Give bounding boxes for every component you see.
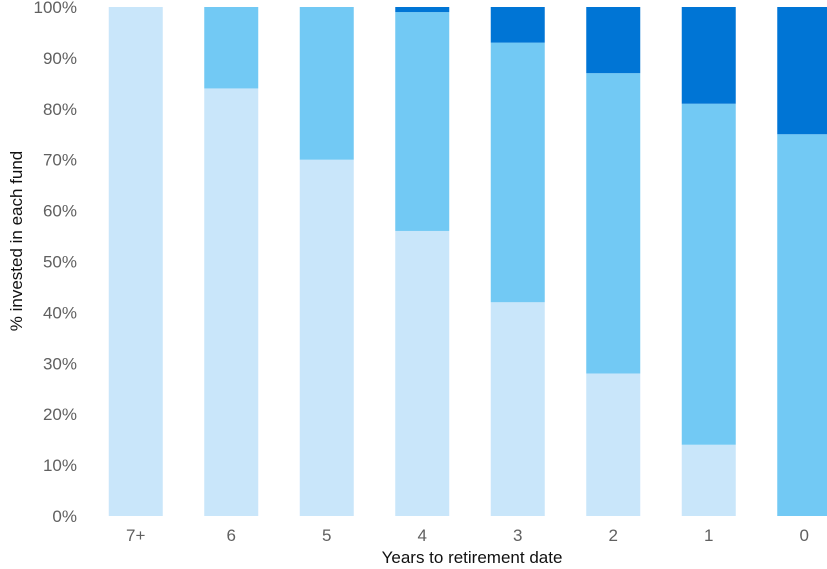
- bar-stack: [395, 7, 450, 516]
- bar-segment-2: [490, 42, 545, 303]
- bar-segment-2: [681, 103, 736, 445]
- bar-stack: [681, 7, 736, 516]
- bar-segment-2: [586, 73, 641, 374]
- y-tick-label: 20%: [43, 405, 77, 424]
- bar-segment-3: [681, 7, 736, 104]
- bar-segment-3: [777, 7, 827, 135]
- bar-segment-1: [681, 444, 736, 516]
- y-tick-label: 60%: [43, 202, 77, 221]
- y-tick-label: 80%: [43, 100, 77, 119]
- x-axis-title: Years to retirement date: [382, 548, 563, 567]
- x-tick-label: 0: [800, 526, 809, 545]
- y-tick-label: 10%: [43, 456, 77, 475]
- x-tick-label: 4: [418, 526, 427, 545]
- y-axis-title: % invested in each fund: [7, 151, 26, 332]
- y-tick-label: 70%: [43, 151, 77, 170]
- x-tick-label: 3: [513, 526, 522, 545]
- y-tick-label: 30%: [43, 354, 77, 373]
- bar-stack: [108, 7, 163, 516]
- bar-segment-3: [395, 7, 450, 13]
- bar-segment-2: [204, 7, 259, 89]
- x-tick-label: 2: [609, 526, 618, 545]
- bar-stack: [586, 7, 641, 516]
- y-axis-ticks: 0% 10% 20% 30% 40% 50% 60% 70% 80% 90% 100%: [34, 0, 77, 526]
- x-tick-label: 7+: [126, 526, 145, 545]
- x-axis-ticks: 7+ 6 5 4 3 2 1 0: [126, 526, 809, 545]
- bar-segment-1: [490, 302, 545, 516]
- bar-segment-2: [299, 7, 354, 160]
- bar-segment-1: [586, 373, 641, 516]
- y-tick-label: 40%: [43, 303, 77, 322]
- bar-segment-3: [586, 7, 641, 74]
- bar-segment-2: [395, 12, 450, 231]
- bar-segment-1: [108, 7, 163, 516]
- bar-stack: [490, 7, 545, 516]
- bar-segment-2: [777, 134, 827, 516]
- y-tick-label: 90%: [43, 49, 77, 68]
- bar-stack: [777, 7, 827, 516]
- bar-segment-1: [395, 230, 450, 516]
- y-tick-label: 100%: [34, 0, 77, 17]
- bar-stack: [299, 7, 354, 516]
- x-tick-label: 5: [322, 526, 331, 545]
- bar-stacks: [108, 7, 827, 516]
- y-tick-label: 50%: [43, 253, 77, 272]
- bar-segment-3: [490, 7, 545, 43]
- bar-segment-1: [204, 88, 259, 516]
- y-tick-label: 0%: [52, 507, 77, 526]
- bar-segment-1: [299, 159, 354, 516]
- bar-stack: [204, 7, 259, 516]
- x-tick-label: 6: [227, 526, 236, 545]
- x-tick-label: 1: [704, 526, 713, 545]
